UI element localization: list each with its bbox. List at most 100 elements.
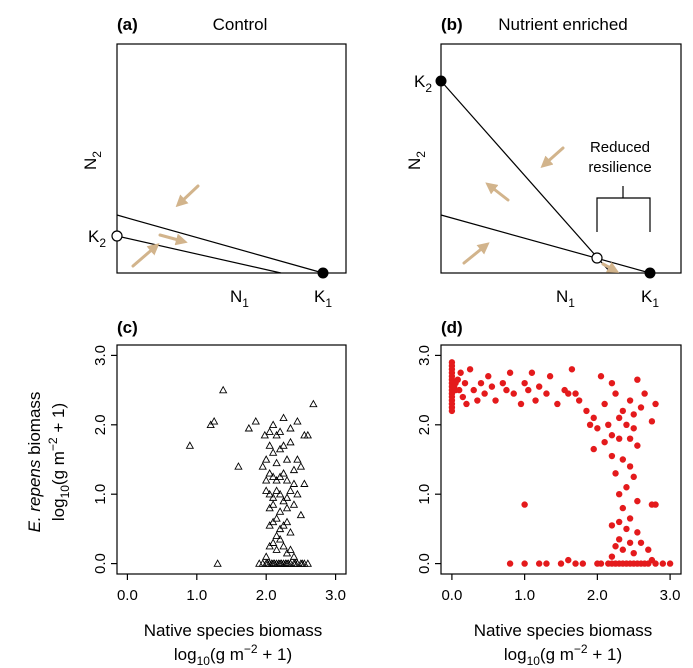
panel-b-arrow-middle [485,182,510,202]
panel-d-point-94 [626,515,634,522]
panel-a-k2-point [111,230,123,242]
panel-c-point-62 [272,531,281,540]
panel-d-point-103 [630,549,637,557]
panel-d-point-57 [605,421,612,429]
panel-b-arrow-small [601,261,620,273]
panel-d-point-32 [492,397,499,404]
panel-d-point-63 [630,411,637,418]
panel-b-isocline-2 [440,214,651,274]
panel-d-point-35 [506,369,514,376]
panel-d-point-86 [612,470,619,477]
panel-d-point-75 [535,560,543,567]
panel-c-point-47 [293,489,302,498]
panel-b-x-axis-label: N1 [556,287,575,310]
panel-b-k2-point [435,75,447,87]
panel-c-point-39 [300,479,309,487]
x-axis-title-d: Native species biomass log10(g m−2 + 1) [474,621,653,668]
panel-c-point-6 [244,423,254,432]
panel-c-point-24 [289,465,299,474]
panel-d-point-99 [615,536,623,543]
panel-d-point-39 [525,386,532,394]
panel-d-point-34 [503,386,510,394]
panel-c-point-63 [275,534,285,543]
panel-d-point-26 [470,386,477,394]
panel-d-point-47 [565,390,572,397]
panel-d-point-67 [648,418,656,425]
panel-d-point-36 [510,390,517,397]
panel-d-point-90 [634,497,641,505]
panel-c-y-tick-label-3: 3.0 [92,345,109,366]
panel-d-point-21 [457,369,464,376]
panel-d-y-tick-label-0: 0.0 [416,553,433,574]
panel-d-point-38 [521,379,528,387]
panel-c-point-70 [262,552,271,560]
panel-d-point-79 [601,438,608,446]
panel-c-point-17 [265,441,274,449]
panel-d-frame [440,344,682,575]
panel-d-point-27 [474,397,481,404]
panel-b-letter: (b) [441,15,463,34]
y-axis-title: E. repens biomass log10(g m−2 + 1) [25,392,72,533]
panel-c-point-61 [286,528,295,536]
panel-d-point-71 [608,432,616,439]
panel-d-point-14 [448,407,456,415]
panel-a-k2-label: K2 [88,227,106,250]
panel-c-point-32 [262,475,271,484]
panel-d-point-22 [459,393,467,401]
panel-c-point-43 [272,486,281,494]
panel-d-letter: (d) [441,318,463,337]
panel-d-point-30 [485,373,492,380]
panel-c-x-tick-label-3: 3.0 [325,587,346,604]
panel-c-point-94 [274,559,283,567]
panel-b-isocline-1 [440,80,612,274]
panel-d-point-126 [565,556,572,564]
panel-d-point-43 [543,390,550,397]
panel-d-point-77 [579,560,587,567]
panel-d-points [448,359,674,567]
panel-d-point-40 [528,369,536,376]
panel-d-point-93 [619,504,627,512]
panel-d-point-54 [594,425,601,432]
panel-c-point-12 [275,427,285,435]
panel-d-point-49 [572,390,579,397]
panel-b-k2-label: K2 [414,72,432,95]
panel-d-point-95 [615,518,623,526]
panel-c-point-3 [219,385,228,394]
panel-a-frame [116,43,347,274]
panel-c-y-tick-label-2: 2.0 [92,414,109,435]
panel-d-point-23 [461,379,469,387]
panel-a-k1-label: K1 [314,287,332,310]
panel-c-point-44 [275,489,285,498]
panel-c-point-41 [265,489,274,498]
panel-c-point-13 [279,413,288,422]
panel-c-point-21 [279,441,288,449]
panel-c-point-26 [300,430,309,439]
panel-c-point-60 [282,517,292,526]
panel-c-frame [116,344,347,575]
panel-c-point-22 [282,455,292,463]
panel-c-point-46 [286,486,295,494]
panel-c-point-52 [282,503,292,512]
panel-d-point-124 [543,560,550,567]
panel-d-point-123 [666,560,674,567]
panel-d-point-127 [648,556,656,564]
panel-b-annotation-line2: resilience [588,159,651,176]
panel-b-resilience-bracket [596,186,651,232]
panel-c-point-69 [286,545,295,553]
panel-c-point-0 [185,441,195,449]
panel-c-x-tick-label-1: 1.0 [186,587,207,604]
panel-c-point-92 [298,559,307,567]
panel-d-point-100 [626,539,634,546]
panel-d-point-82 [634,442,641,449]
panel-c-point-40 [262,486,271,494]
panel-c-point-86 [303,559,312,567]
panel-a-isocline-1 [116,214,324,274]
panel-c-points [185,385,318,567]
panel-c-point-55 [272,514,281,522]
panel-c-point-37 [282,475,292,484]
panel-a-x-axis-label: N1 [230,287,249,310]
panel-c-point-45 [282,493,292,501]
panel-b-y-axis-label: N2 [405,151,428,170]
panel-c-point-53 [289,500,299,508]
panel-d-point-37 [517,400,525,408]
